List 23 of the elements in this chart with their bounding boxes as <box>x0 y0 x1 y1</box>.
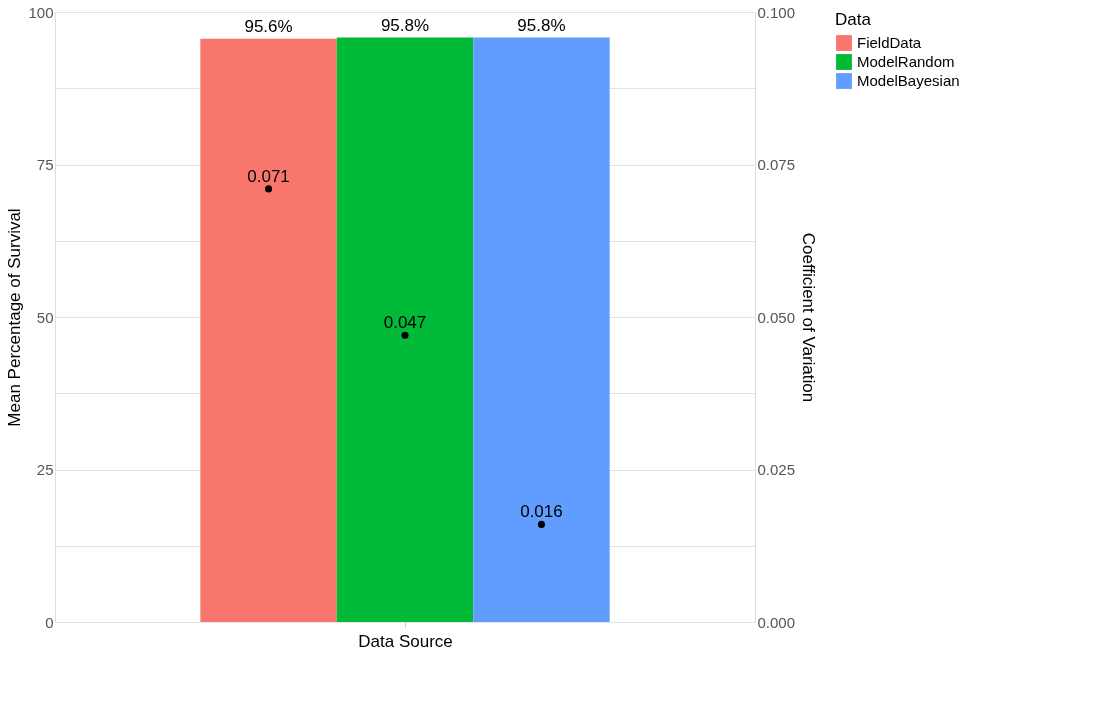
y2-tick-label: 0.075 <box>757 156 796 173</box>
y-axis-title: Mean Percentage of Survival <box>5 208 25 427</box>
legend-label: ModelBayesian <box>857 72 960 89</box>
y2-tick-label: 0.025 <box>757 461 796 478</box>
data-label: 95.8% <box>380 15 430 35</box>
legend-label: ModelRandom <box>857 53 955 70</box>
y2-axis-title: Coefficient of Variation <box>799 232 819 403</box>
data-label: 0.047 <box>383 313 427 333</box>
data-label: 0.016 <box>520 502 563 522</box>
data-label: 95.8% <box>517 15 566 35</box>
y2-tick-label: 0.000 <box>757 613 796 631</box>
y-tick-label: 25 <box>36 461 54 478</box>
data-label: 0.071 <box>247 166 290 186</box>
y2-tick-label: 0.050 <box>757 308 796 326</box>
y2-tick-label: 0.100 <box>757 3 796 21</box>
legend-label: FieldData <box>857 34 922 51</box>
legend-title: Data <box>835 10 872 29</box>
x-axis-title: Data Source <box>358 631 453 651</box>
y-tick-label: 100 <box>28 3 54 21</box>
y-tick-label: 0 <box>45 613 54 631</box>
y-tick-label: 75 <box>36 156 54 173</box>
y-tick-label: 50 <box>36 308 54 326</box>
data-label: 95.6% <box>244 16 293 36</box>
